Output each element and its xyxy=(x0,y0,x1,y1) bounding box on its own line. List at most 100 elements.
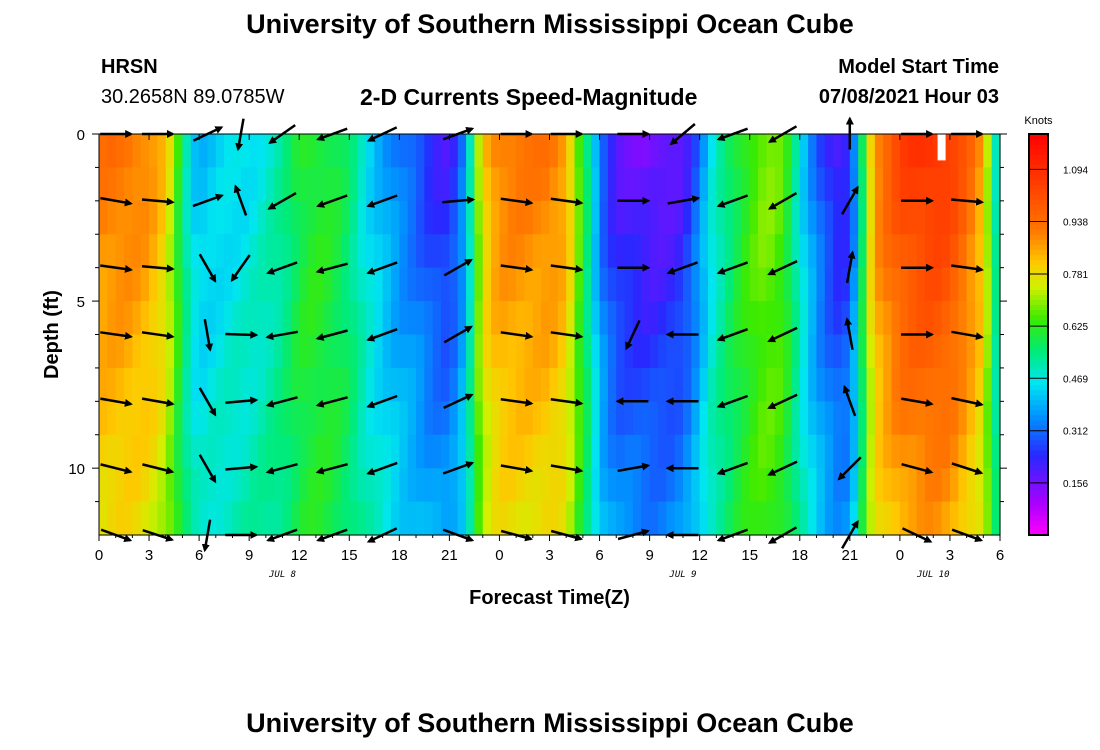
heatmap-cell xyxy=(949,334,959,369)
heatmap-cell xyxy=(532,200,542,235)
colorbar-segment xyxy=(1029,349,1048,356)
heatmap-cell xyxy=(290,167,300,202)
heatmap-cell xyxy=(132,134,142,169)
heatmap-cell xyxy=(249,334,259,369)
heatmap-cell xyxy=(833,200,843,235)
heatmap-cell xyxy=(365,334,375,369)
heatmap-cell xyxy=(708,200,717,235)
heatmap-cell xyxy=(149,234,158,269)
heatmap-cell xyxy=(566,501,576,536)
heatmap-cell xyxy=(482,167,492,202)
x-tick-label: 6 xyxy=(996,547,1004,564)
heatmap-cell xyxy=(824,501,834,536)
colorbar-segment xyxy=(1029,164,1048,170)
heatmap-cell xyxy=(449,267,459,302)
heatmap-cell xyxy=(549,167,559,202)
heatmap-cell xyxy=(299,334,309,369)
heatmap-cell xyxy=(499,501,509,536)
heatmap-cell xyxy=(466,468,476,503)
current-vector xyxy=(767,460,798,476)
heatmap-cell xyxy=(766,334,776,369)
heatmap-cell xyxy=(541,267,551,302)
current-vector xyxy=(901,462,934,475)
heatmap-cell xyxy=(933,334,943,369)
heatmap-cell xyxy=(599,167,609,202)
heatmap-cell xyxy=(299,167,309,202)
heatmap-cell xyxy=(783,501,793,536)
heatmap-cell xyxy=(491,167,501,202)
heatmap-cell xyxy=(741,401,751,436)
heatmap-cell xyxy=(174,301,184,336)
heatmap-cell xyxy=(649,301,659,336)
heatmap-cell xyxy=(649,234,659,269)
heatmap-cell xyxy=(107,234,117,269)
heatmap-cell xyxy=(165,468,175,503)
heatmap-cell xyxy=(215,401,225,436)
heatmap-cell xyxy=(974,367,984,402)
heatmap-cell xyxy=(265,401,275,436)
colorbar-segment xyxy=(1029,509,1048,516)
heatmap-cell xyxy=(941,468,951,503)
heatmap-cell xyxy=(441,167,450,202)
heatmap-cell xyxy=(632,334,642,369)
heatmap-cell xyxy=(157,200,167,235)
heatmap-cell xyxy=(933,200,943,235)
heatmap-cell xyxy=(349,501,359,536)
heatmap-cell xyxy=(941,301,951,336)
x-tick-label: 3 xyxy=(145,547,153,564)
heatmap-cell xyxy=(649,468,659,503)
heatmap-cell xyxy=(249,234,259,269)
heatmap-cell xyxy=(365,134,375,169)
colorbar-segment xyxy=(1029,394,1048,401)
heatmap-cell xyxy=(332,267,342,302)
current-vector xyxy=(837,456,862,481)
heatmap-cell xyxy=(482,434,492,469)
heatmap-cell xyxy=(758,234,768,269)
heatmap-cell xyxy=(599,401,609,436)
heatmap-cell xyxy=(841,501,851,536)
heatmap-cell xyxy=(324,434,334,469)
heatmap-cell xyxy=(574,367,584,402)
heatmap-cell xyxy=(941,200,951,235)
heatmap-cell xyxy=(874,334,884,369)
heatmap-cell xyxy=(749,501,759,536)
heatmap-cell xyxy=(799,267,809,302)
heatmap-cell xyxy=(866,267,876,302)
colorbar-segment xyxy=(1029,334,1048,341)
heatmap-cell xyxy=(182,501,192,536)
heatmap-cell xyxy=(424,134,434,169)
heatmap-cell xyxy=(549,200,559,235)
heatmap-cell xyxy=(199,234,209,269)
heatmap-cell xyxy=(132,367,142,402)
heatmap-cell xyxy=(849,401,859,436)
heatmap-cell xyxy=(290,434,300,469)
heatmap-cell xyxy=(657,167,667,202)
heatmap-cell xyxy=(174,401,184,436)
heatmap-cell xyxy=(699,501,709,536)
heatmap-cell xyxy=(390,167,400,202)
colorbar-segment xyxy=(1029,314,1048,321)
current-vector xyxy=(100,397,133,407)
heatmap-cell xyxy=(132,234,142,269)
heatmap-cell xyxy=(908,367,918,402)
heatmap-cell xyxy=(299,501,309,536)
heatmap-cell xyxy=(799,468,809,503)
heatmap-cell xyxy=(390,367,400,402)
heatmap-cell xyxy=(991,200,1001,235)
heatmap-cell xyxy=(107,334,117,369)
colorbar-segment xyxy=(1029,224,1048,230)
heatmap-cell xyxy=(282,334,292,369)
heatmap-cell xyxy=(749,334,759,369)
x-tick-label: 18 xyxy=(791,547,808,564)
heatmap-cell xyxy=(607,401,617,436)
heatmap-cell xyxy=(315,301,325,336)
heatmap-cell xyxy=(416,334,425,369)
heatmap-cell xyxy=(949,501,959,536)
heatmap-cell xyxy=(716,167,726,202)
heatmap-cell xyxy=(424,267,434,302)
heatmap-cell xyxy=(174,267,184,302)
heatmap-cell xyxy=(224,334,234,369)
heatmap-cell xyxy=(157,134,167,169)
heatmap-cell xyxy=(424,367,434,402)
heatmap-cell xyxy=(232,334,242,369)
